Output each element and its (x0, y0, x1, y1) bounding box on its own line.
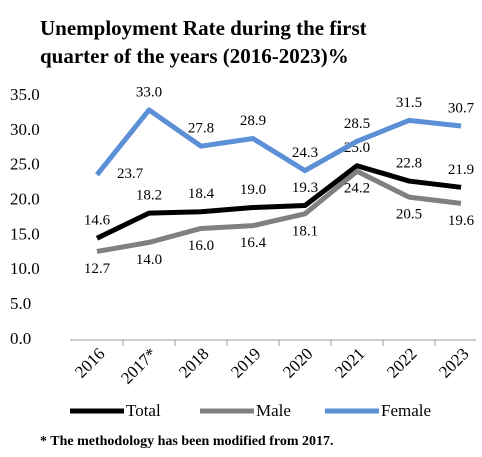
y-tick-label: 30.0 (10, 120, 40, 139)
data-label: 31.5 (396, 95, 422, 111)
data-label: 24.3 (292, 145, 318, 161)
legend-label: Male (256, 401, 291, 420)
data-label: 28.9 (240, 113, 266, 129)
x-tick-label: 2021 (331, 344, 368, 381)
series-line (95, 163, 462, 241)
data-label: 30.7 (448, 100, 475, 116)
y-tick-label: 25.0 (10, 155, 40, 174)
data-label: 16.4 (240, 235, 267, 251)
x-tick-label: 2020 (279, 344, 316, 381)
data-label: 19.3 (292, 180, 318, 196)
data-label: 20.5 (396, 207, 422, 223)
data-label: 28.5 (344, 116, 370, 132)
data-label: 19.6 (448, 213, 475, 229)
data-label: 12.7 (84, 261, 111, 277)
chart-title: Unemployment Rate during the first (40, 16, 367, 40)
data-label: 18.2 (136, 188, 162, 204)
legend-label: Female (381, 401, 431, 420)
data-label: 14.0 (136, 252, 162, 268)
data-label: 14.6 (84, 213, 111, 229)
x-tick-label: 2017* (117, 344, 160, 387)
data-label: 27.8 (188, 121, 214, 137)
x-tick-label: 2016 (71, 344, 108, 381)
data-label: 18.4 (188, 186, 215, 202)
data-label: 19.0 (240, 182, 266, 198)
data-label: 16.0 (188, 238, 214, 254)
chart-title: quarter of the years (2016-2023)% (40, 44, 349, 68)
series-line (96, 168, 462, 254)
data-label: 21.9 (448, 162, 474, 178)
y-tick-label: 20.0 (10, 189, 40, 208)
y-tick-label: 10.0 (10, 259, 40, 278)
y-tick-label: 35.0 (10, 85, 40, 104)
data-label: 18.1 (292, 223, 318, 239)
footnote: * The methodology has been modified from… (40, 434, 334, 449)
y-tick-label: 0.0 (10, 329, 31, 348)
y-tick-label: 15.0 (10, 224, 40, 243)
x-tick-label: 2023 (435, 344, 472, 381)
x-tick-label: 2022 (383, 344, 420, 381)
x-tick-label: 2018 (175, 344, 212, 381)
data-label: 22.8 (396, 155, 422, 171)
data-label: 33.0 (136, 84, 162, 100)
legend-label: Total (126, 401, 161, 420)
data-label: 23.7 (117, 166, 144, 182)
data-label: 24.2 (344, 181, 370, 197)
y-tick-label: 5.0 (10, 294, 31, 313)
x-tick-label: 2019 (227, 344, 264, 381)
series-line (95, 107, 462, 177)
